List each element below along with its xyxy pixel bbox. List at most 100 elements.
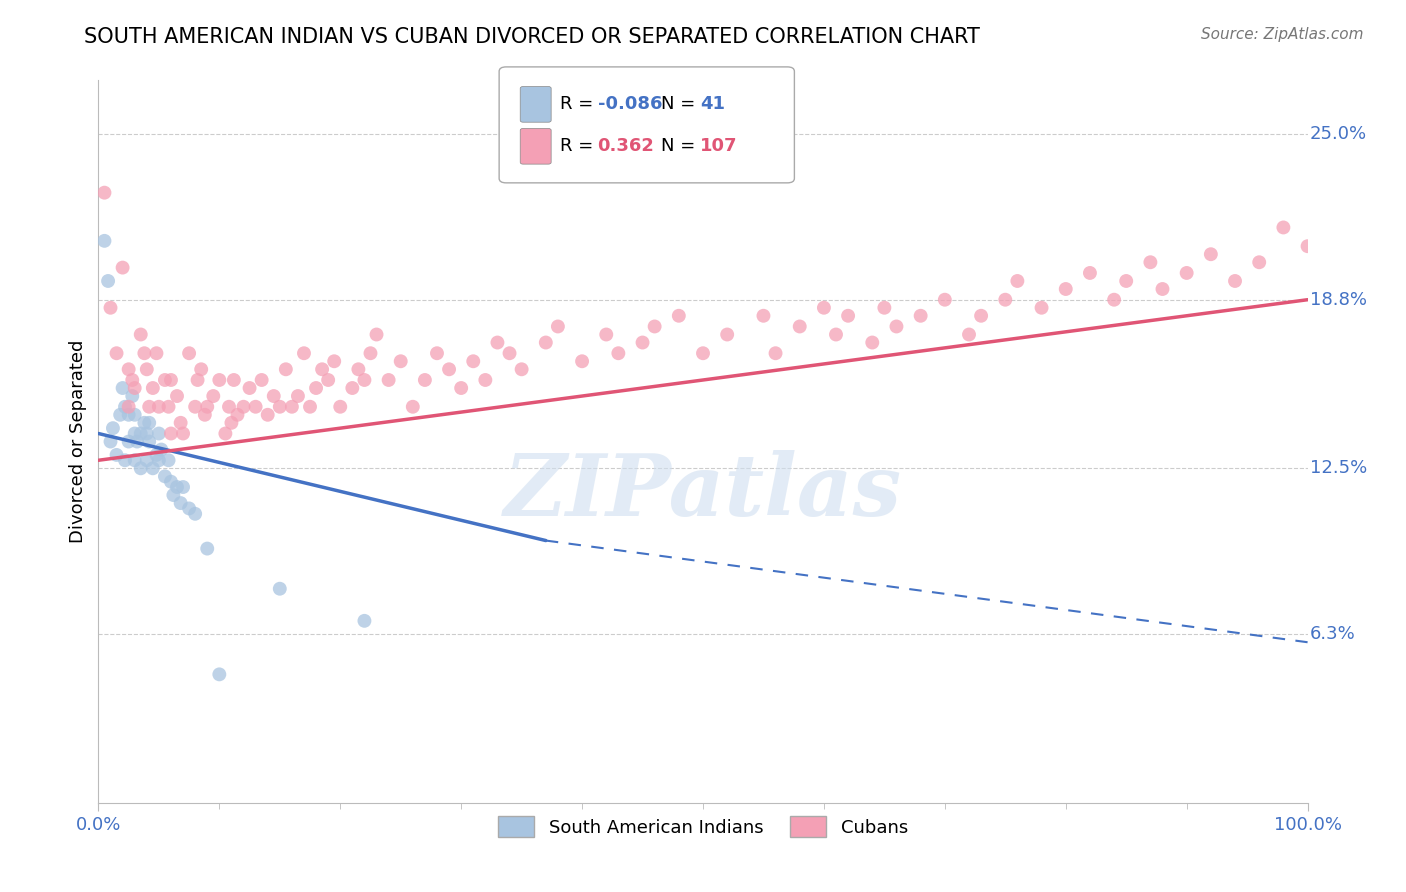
Text: 18.8%: 18.8%	[1310, 291, 1367, 309]
Point	[179, 346, 201, 360]
Point	[1223, 274, 1246, 288]
Point	[287, 389, 309, 403]
Point	[118, 408, 141, 422]
Point	[1054, 282, 1077, 296]
Point	[463, 354, 485, 368]
Point	[299, 400, 322, 414]
Point	[108, 408, 131, 422]
Point	[256, 408, 278, 422]
Point	[160, 426, 183, 441]
Point	[142, 381, 165, 395]
Point	[111, 260, 134, 275]
Point	[1175, 266, 1198, 280]
Text: 0.362: 0.362	[598, 137, 654, 155]
Point	[93, 186, 115, 200]
Point	[135, 426, 157, 441]
Text: R =: R =	[560, 137, 593, 155]
Point	[1007, 274, 1029, 288]
Point	[218, 400, 240, 414]
Point	[692, 346, 714, 360]
Point	[195, 400, 218, 414]
Point	[169, 496, 191, 510]
Point	[127, 434, 149, 449]
Point	[437, 362, 460, 376]
Point	[269, 582, 291, 596]
Point	[172, 480, 194, 494]
Point	[1031, 301, 1053, 315]
Point	[789, 319, 811, 334]
Text: SOUTH AMERICAN INDIAN VS CUBAN DIVORCED OR SEPARATED CORRELATION CHART: SOUTH AMERICAN INDIAN VS CUBAN DIVORCED …	[84, 27, 980, 46]
Point	[226, 408, 249, 422]
Text: Source: ZipAtlas.com: Source: ZipAtlas.com	[1201, 27, 1364, 42]
Point	[148, 453, 170, 467]
Point	[202, 389, 225, 403]
Text: 107: 107	[700, 137, 738, 155]
Point	[934, 293, 956, 307]
Text: -0.086: -0.086	[598, 95, 662, 113]
Point	[571, 354, 593, 368]
Point	[825, 327, 848, 342]
Point	[100, 301, 122, 315]
Text: 41: 41	[700, 95, 725, 113]
Point	[194, 408, 217, 422]
Point	[148, 426, 170, 441]
Point	[752, 309, 775, 323]
Point	[1139, 255, 1161, 269]
Point	[166, 389, 188, 403]
Point	[360, 346, 382, 360]
Point	[716, 327, 738, 342]
Point	[93, 234, 115, 248]
Point	[1249, 255, 1271, 269]
Point	[195, 541, 218, 556]
Point	[595, 327, 617, 342]
Point	[184, 507, 207, 521]
Point	[105, 448, 128, 462]
Point	[118, 400, 141, 414]
Point	[474, 373, 496, 387]
Text: R =: R =	[560, 95, 593, 113]
Point	[316, 373, 339, 387]
Point	[124, 453, 146, 467]
Point	[169, 416, 191, 430]
Point	[166, 480, 188, 494]
Point	[347, 362, 370, 376]
Point	[631, 335, 654, 350]
Point	[510, 362, 533, 376]
Text: ZIPatlas: ZIPatlas	[503, 450, 903, 534]
Point	[250, 373, 273, 387]
Point	[208, 373, 231, 387]
Point	[160, 475, 183, 489]
Text: N =: N =	[661, 137, 695, 155]
Text: 6.3%: 6.3%	[1310, 625, 1355, 643]
Point	[150, 442, 173, 457]
Point	[970, 309, 993, 323]
Point	[145, 448, 167, 462]
Point	[547, 319, 569, 334]
Point	[389, 354, 412, 368]
Point	[957, 327, 980, 342]
Point	[377, 373, 399, 387]
Point	[190, 362, 212, 376]
Point	[142, 461, 165, 475]
Point	[837, 309, 859, 323]
Point	[134, 346, 156, 360]
Point	[157, 453, 180, 467]
Point	[1152, 282, 1174, 296]
Point	[121, 373, 143, 387]
Point	[138, 416, 160, 430]
Point	[263, 389, 285, 403]
Y-axis label: Divorced or Separated: Divorced or Separated	[69, 340, 87, 543]
Point	[124, 426, 146, 441]
Point	[134, 416, 156, 430]
Point	[135, 362, 157, 376]
Point	[994, 293, 1017, 307]
Point	[1296, 239, 1319, 253]
Point	[323, 354, 346, 368]
Point	[292, 346, 315, 360]
Point	[187, 373, 209, 387]
Point	[214, 426, 236, 441]
Point	[366, 327, 388, 342]
Point	[124, 381, 146, 395]
Point	[184, 400, 207, 414]
Point	[668, 309, 690, 323]
